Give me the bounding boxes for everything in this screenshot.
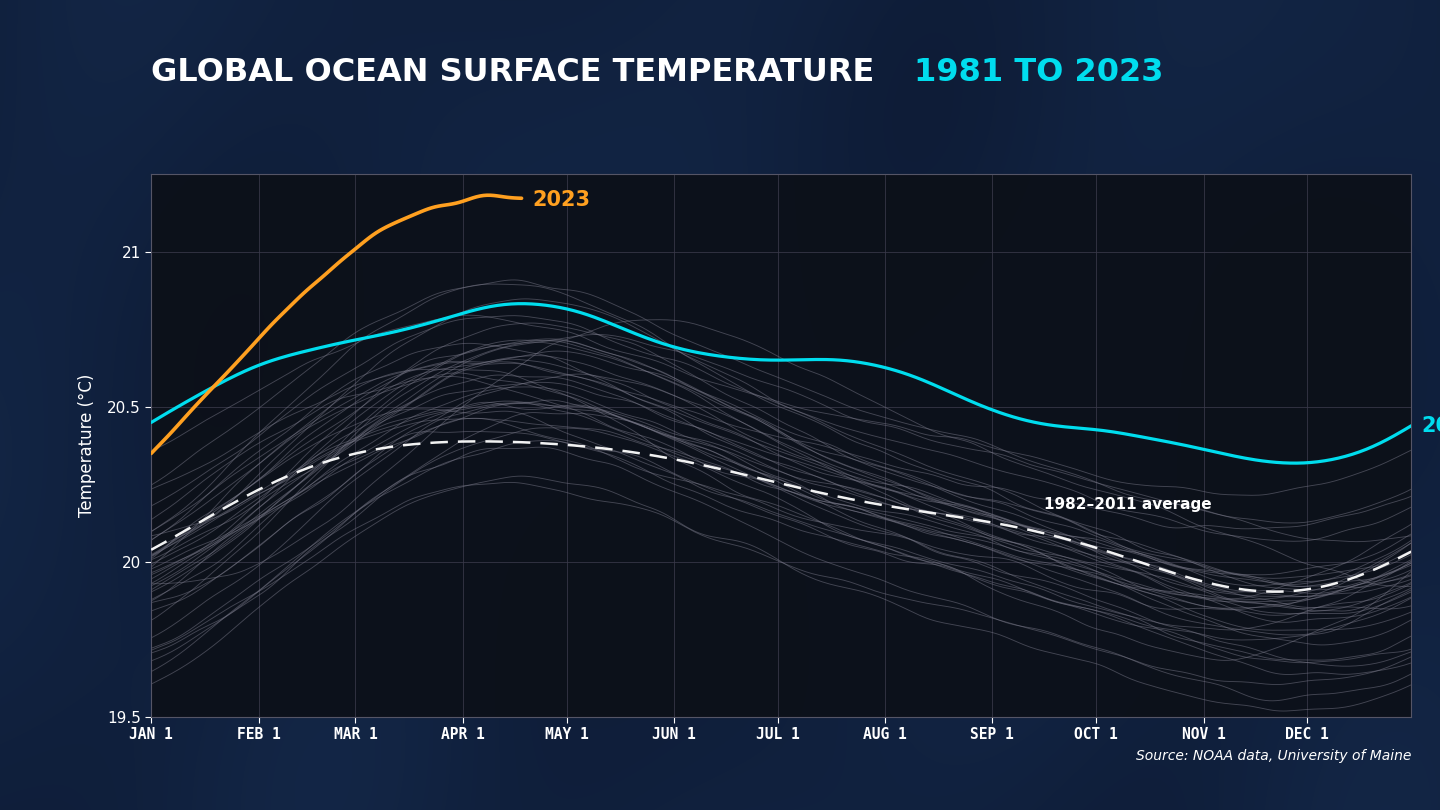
Text: 1982–2011 average: 1982–2011 average (1044, 497, 1212, 512)
Text: GLOBAL OCEAN SURFACE TEMPERATURE: GLOBAL OCEAN SURFACE TEMPERATURE (151, 58, 886, 88)
Text: 2022: 2022 (1421, 416, 1440, 436)
Text: 1981 TO 2023: 1981 TO 2023 (914, 58, 1164, 88)
Text: Source: NOAA data, University of Maine: Source: NOAA data, University of Maine (1136, 749, 1411, 763)
Text: 2023: 2023 (531, 190, 590, 210)
Y-axis label: Temperature (°C): Temperature (°C) (78, 373, 96, 518)
